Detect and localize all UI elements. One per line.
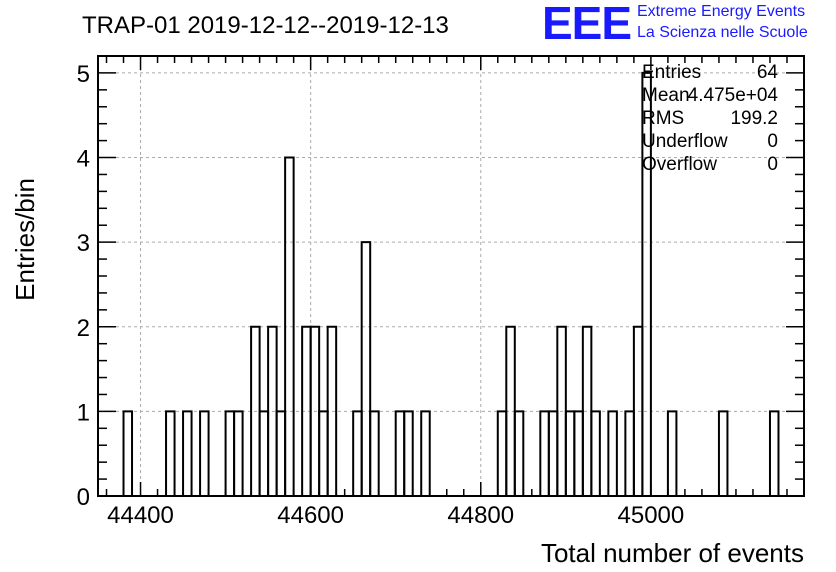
y-tick-label: 0 [77, 484, 90, 511]
histogram-bin [275, 410, 287, 496]
histogram-bin [182, 410, 193, 496]
histogram-bin [539, 410, 550, 496]
x-tick-labels: 44400 44600 44800 45000 [107, 502, 684, 529]
histogram-bin [573, 410, 584, 496]
histogram-bin [590, 410, 601, 496]
stats-value: 0 [767, 154, 778, 175]
y-tick-label: 1 [77, 399, 90, 426]
histogram-bin [284, 156, 295, 496]
histogram-bin [564, 410, 576, 496]
x-axis-label: Total number of events [541, 538, 804, 568]
x-tick-label: 45000 [618, 502, 685, 529]
histogram-bin [717, 410, 729, 496]
histogram-bin [394, 410, 406, 496]
eee-logo-mark: EEE [542, 0, 632, 49]
y-tick-labels: 0 1 2 3 4 5 [77, 61, 90, 511]
stats-label: Entries [642, 62, 701, 83]
histogram-bin [768, 410, 780, 496]
stats-label: Mean [642, 85, 690, 106]
stats-value: 64 [757, 62, 779, 83]
stats-label: Underflow [642, 131, 728, 152]
x-tick-label: 44600 [277, 502, 344, 529]
stats-value: 199.2 [730, 108, 778, 129]
histogram-bin [513, 410, 525, 496]
histogram-bin [352, 410, 363, 496]
histogram-bars [122, 71, 780, 496]
stats-label: RMS [642, 108, 684, 129]
y-tick-label: 4 [77, 146, 90, 173]
histogram-bin [224, 410, 236, 496]
histogram-bin [122, 410, 134, 496]
histogram-bin [360, 241, 372, 496]
y-tick-label: 2 [77, 315, 90, 342]
histogram-bin [666, 410, 678, 496]
histogram-bin [233, 410, 244, 496]
histogram-bin [318, 410, 329, 496]
eee-logo-line1: Extreme Energy Events [637, 3, 806, 20]
plot-frame [97, 55, 805, 497]
histogram-bin [420, 410, 431, 496]
y-axis-label: Entries/bin [10, 178, 40, 301]
histogram-bin [258, 410, 270, 496]
y-tick-label: 3 [77, 230, 90, 257]
histogram-bin [369, 410, 380, 496]
histogram-bin [547, 410, 559, 496]
grid [98, 56, 804, 496]
stats-value: 4.475e+04 [688, 85, 779, 106]
histogram-bin [641, 71, 652, 496]
histogram-bin [165, 410, 176, 496]
x-tick-label: 44800 [447, 502, 514, 529]
histogram-bin [607, 410, 618, 496]
x-tick-label: 44400 [107, 502, 174, 529]
histogram-bin [199, 410, 210, 496]
histogram-bin [496, 410, 508, 496]
histogram-bin [326, 325, 338, 496]
eee-logo-line2: La Scienza nelle Scuole [637, 24, 808, 41]
axis-ticks [98, 55, 805, 497]
y-tick-label: 5 [77, 61, 90, 88]
histogram-bin [624, 410, 635, 496]
stats-label: Overflow [642, 154, 717, 175]
chart-title: TRAP-01 2019-12-12--2019-12-13 [82, 12, 449, 39]
stats-value: 0 [767, 131, 778, 152]
histogram-bin [403, 410, 414, 496]
